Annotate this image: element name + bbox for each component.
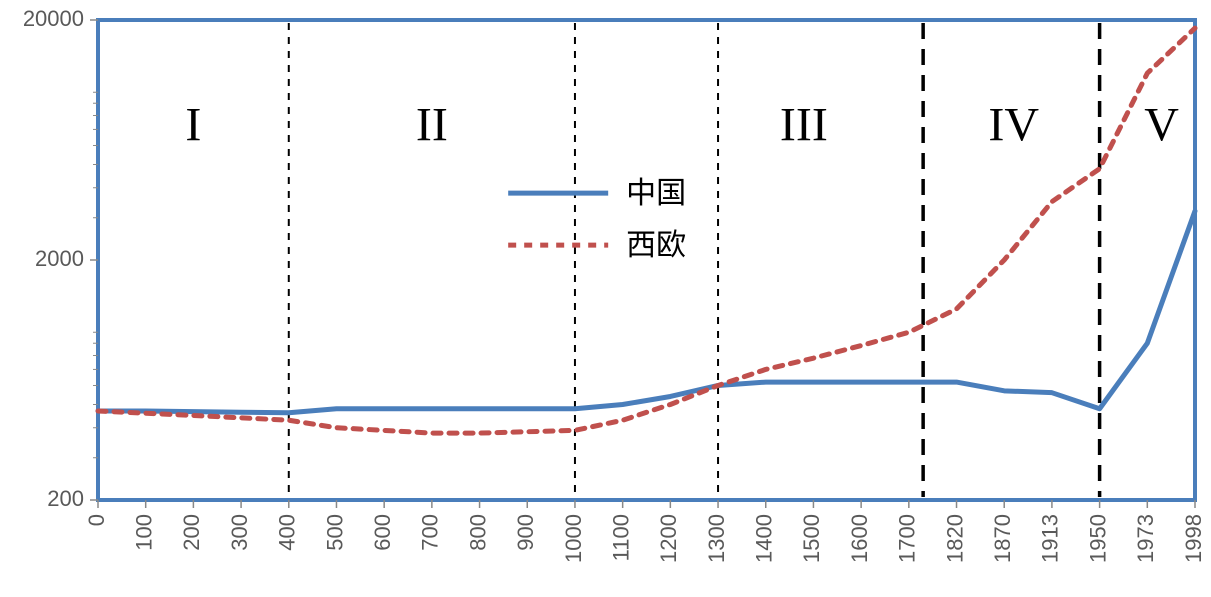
x-tick-label: 1600 — [847, 514, 872, 563]
x-tick-label: 1000 — [561, 514, 586, 563]
region-label: I — [185, 98, 201, 151]
x-tick-label: 1913 — [1038, 514, 1063, 563]
x-tick-label: 800 — [465, 514, 490, 551]
y-tick-label: 200 — [47, 486, 84, 511]
x-tick-label: 600 — [370, 514, 395, 551]
x-tick-label: 1998 — [1181, 514, 1206, 563]
legend-label-west-europe: 西欧 — [626, 229, 686, 262]
x-tick-label: 1870 — [990, 514, 1015, 563]
gdp-history-chart: 200 2000 20000 0 100 200 300 400 500 600 700 800 900… — [0, 0, 1211, 597]
x-tick-label: 1820 — [942, 514, 967, 563]
region-label: II — [416, 98, 448, 151]
region-label: IV — [988, 98, 1039, 151]
x-tick-label: 1950 — [1085, 514, 1110, 563]
x-tick-label: 300 — [227, 514, 252, 551]
x-tick-label: 900 — [513, 514, 538, 551]
x-tick-label: 1700 — [895, 514, 920, 563]
chart-bg — [0, 0, 1211, 597]
y-tick-label: 20000 — [23, 6, 84, 31]
chart-container: 200 2000 20000 0 100 200 300 400 500 600 700 800 900… — [0, 0, 1211, 597]
x-tick-label: 1300 — [704, 514, 729, 563]
x-tick-label: 700 — [418, 514, 443, 551]
y-tick-label: 2000 — [35, 246, 84, 271]
x-tick-label: 1200 — [656, 514, 681, 563]
x-tick-label: 1500 — [799, 514, 824, 563]
x-tick-label: 1973 — [1133, 514, 1158, 563]
x-tick-label: 1100 — [608, 514, 633, 561]
x-tick-label: 200 — [179, 514, 204, 551]
x-tick-label: 100 — [132, 514, 157, 551]
x-tick-label: 1400 — [752, 514, 777, 563]
x-tick-label: 400 — [275, 514, 300, 551]
region-label: III — [780, 98, 828, 151]
x-tick-label: 0 — [84, 514, 109, 526]
region-label: V — [1144, 98, 1179, 151]
legend-label-china: 中国 — [626, 177, 686, 210]
x-tick-label: 500 — [322, 514, 347, 551]
